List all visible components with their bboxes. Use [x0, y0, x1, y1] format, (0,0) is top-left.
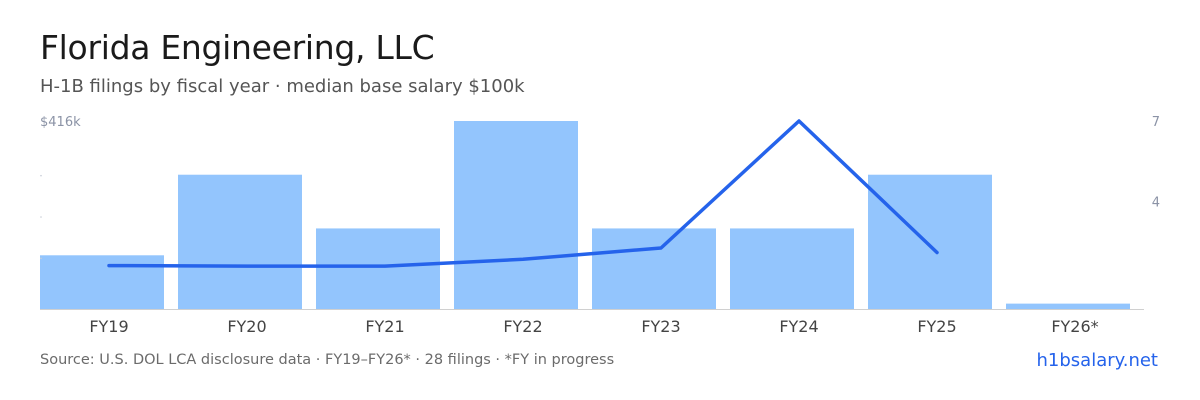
bar-FY22 — [454, 121, 578, 309]
bar-FY24 — [730, 228, 854, 309]
left-axis-top-label: $416k — [40, 115, 81, 130]
left-axis-tick-2 — [40, 257, 42, 260]
page-title: Florida Engineering, LLC — [40, 28, 435, 67]
bar-FY19 — [40, 255, 164, 309]
x-tick-label: FY23 — [641, 317, 680, 336]
x-tick-label: FY26* — [1051, 317, 1098, 336]
left-axis-tick-0 — [40, 174, 42, 177]
bar-FY20 — [178, 174, 302, 309]
bar-FY25 — [868, 174, 992, 309]
x-tick-label: FY21 — [365, 317, 404, 336]
page-subtitle: H-1B filings by fiscal year · median bas… — [40, 76, 525, 97]
x-tick-label: FY20 — [227, 317, 266, 336]
right-axis-tick-label: 7 — [1152, 115, 1160, 130]
x-tick-label: FY19 — [89, 317, 128, 336]
left-axis-tick-1 — [40, 216, 42, 218]
bar-FY26* — [1006, 303, 1130, 309]
brand-link[interactable]: h1bsalary.net — [1036, 350, 1158, 371]
bar-FY23 — [592, 228, 716, 309]
bar-FY21 — [316, 228, 440, 309]
x-tick-label: FY22 — [503, 317, 542, 336]
right-axis-tick-label: 4 — [1152, 196, 1160, 211]
x-tick-label: FY25 — [917, 317, 956, 336]
source-note: Source: U.S. DOL LCA disclosure data · F… — [40, 352, 615, 368]
x-tick-label: FY24 — [779, 317, 818, 336]
